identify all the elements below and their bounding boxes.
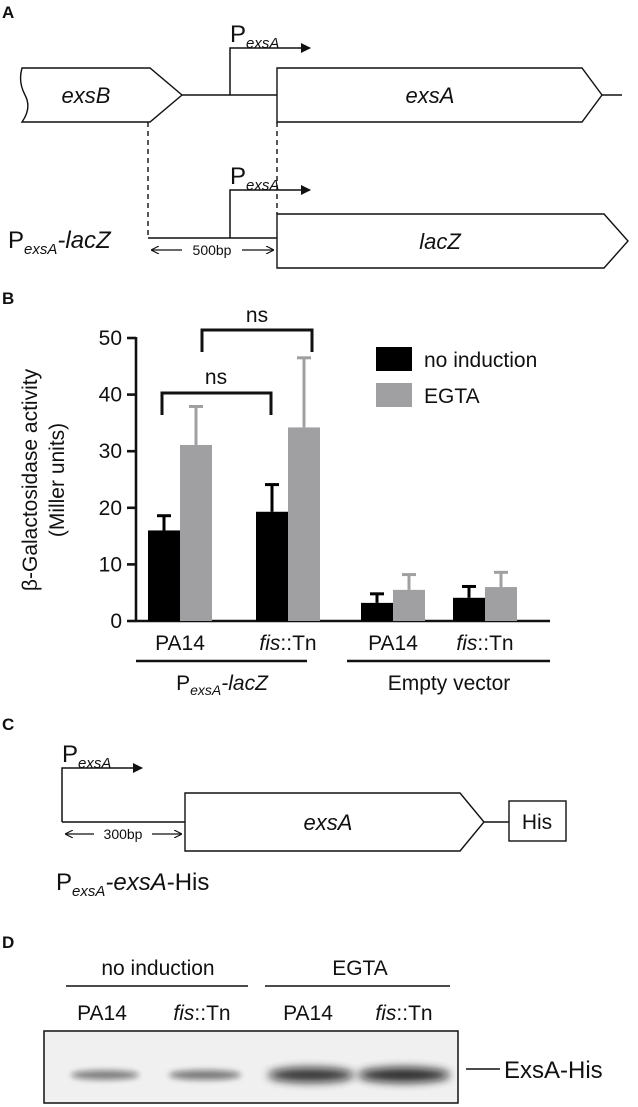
promoter-arrow-c (61, 763, 143, 822)
exsa-gene-shape (276, 67, 603, 123)
lane-label-1: PA14 (77, 1002, 127, 1025)
construct-name-a: PexsA-lacZ (8, 227, 112, 258)
distance-label-bg-c (94, 826, 152, 842)
y-axis-label-line1: β-Galactosidase activity (19, 368, 42, 591)
promoter-arrow-bottom (229, 185, 311, 238)
bar-egta-2 (393, 589, 425, 621)
blot-band-3 (358, 1067, 450, 1083)
band-label: ExsA-His (504, 1057, 603, 1084)
promoter-arrow-top (229, 43, 311, 95)
bar-egta-0 (180, 444, 212, 621)
legend-label-egta: EGTA (424, 385, 480, 408)
his-tag-box (508, 800, 567, 842)
lacz-gene-shape (276, 213, 629, 269)
panel-b: B β-Galactosidase activity (Miller units… (2, 289, 550, 698)
group-label-1: PexsA-lacZ (176, 672, 269, 698)
panel-b-letter: B (2, 289, 14, 308)
his-tag-label: His (522, 811, 552, 834)
promoter-label-bottom: PexsA (230, 163, 279, 194)
distance-label-500: 500bp (193, 242, 232, 258)
bar-egta-1 (288, 427, 320, 621)
blot-band-1 (169, 1070, 241, 1080)
blot-image-frame (43, 1030, 459, 1104)
x-tick-label-3: fis::Tn (456, 632, 513, 655)
bar-no-induction-1 (256, 511, 288, 621)
blot-band-0 (71, 1070, 139, 1080)
y-tick-label-4: 40 (99, 384, 122, 407)
y-axis-label-line2: (Miller units) (46, 423, 69, 537)
y-tick-label-1: 10 (99, 553, 122, 576)
exsb-gene-shape (19, 67, 184, 123)
blot-bands (71, 1067, 450, 1083)
exsb-gene-label: exsB (62, 83, 111, 108)
panel-d-letter: D (2, 933, 14, 952)
legend-label-no-induction: no induction (424, 349, 537, 372)
lacz-gene-label: lacZ (419, 229, 462, 254)
bar-no-induction-0 (148, 530, 180, 621)
exsa-gene-label-c: exsA (304, 810, 353, 835)
x-tick-labels: PA14 fis::Tn PA14 fis::Tn (155, 632, 514, 655)
y-tick-label-5: 50 (99, 327, 122, 350)
exsa-gene-label: exsA (406, 83, 455, 108)
panel-a-letter: A (2, 3, 14, 22)
blot-group-label-2: EGTA (332, 957, 388, 980)
panel-a: A exsB exsA PexsA lacZ PexsA PexsA-lacZ … (2, 3, 629, 269)
y-tick-label-3: 30 (99, 440, 122, 463)
construct-name-c: PexsA-exsA-His (56, 869, 209, 900)
x-tick-label-0: PA14 (155, 632, 205, 655)
bar-egta-3 (485, 587, 517, 621)
promoter-label-c: PexsA (62, 741, 111, 772)
promoter-label-top: PexsA (230, 21, 279, 52)
panel-d: D no induction EGTA PA14 fis::Tn PA14 fi… (2, 933, 603, 1104)
exsa-gene-shape-c (184, 792, 485, 852)
sig-bracket-1 (160, 391, 273, 415)
x-tick-label-1: fis::Tn (259, 632, 316, 655)
lane-label-3: PA14 (283, 1002, 333, 1025)
blot-group-label-1: no induction (101, 957, 214, 980)
lane-label-4: fis::Tn (375, 1002, 432, 1025)
legend-swatch-egta (376, 383, 412, 407)
y-tick-label-0: 0 (110, 610, 122, 633)
legend-swatch-no-induction (376, 347, 412, 371)
bar-marks (148, 427, 517, 621)
blot-band-2 (268, 1067, 354, 1083)
lane-label-2: fis::Tn (173, 1002, 230, 1025)
y-tick-label-2: 20 (99, 497, 122, 520)
sig-label-1: ns (205, 366, 227, 389)
sig-label-2: ns (246, 304, 268, 327)
panel-c-letter: C (2, 715, 14, 734)
distance-label-bg (182, 242, 242, 258)
panel-c: C PexsA exsA His 300bp PexsA-exsA-His (2, 715, 567, 900)
sig-bracket-2 (200, 328, 314, 352)
group-label-2: Empty vector (388, 672, 511, 695)
error-bars (157, 356, 508, 603)
bar-no-induction-2 (361, 602, 393, 621)
bar-no-induction-3 (453, 597, 485, 621)
x-tick-label-2: PA14 (368, 632, 418, 655)
distance-label-300: 300bp (104, 826, 143, 842)
